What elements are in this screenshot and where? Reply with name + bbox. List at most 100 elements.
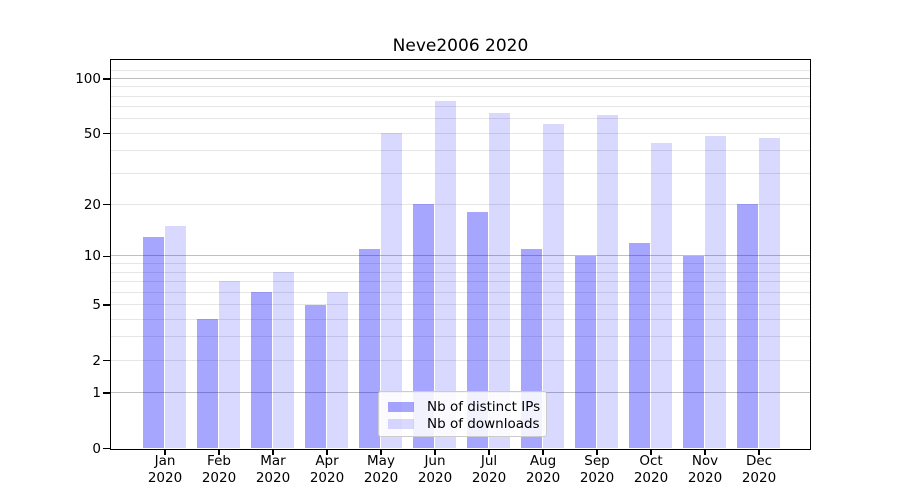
x-tick-label-line: 2020 [471,469,507,486]
x-tick-mark [704,448,706,455]
x-tick-label: Sep 2020 [565,453,629,486]
x-tick-label-line: Oct [639,453,663,469]
x-tick-mark [758,448,760,455]
x-tick-label-line: 2020 [687,469,723,486]
x-tick-mark [272,448,274,455]
legend-row-downloads: Nb of downloads [388,416,540,432]
bar-distinct-ips [682,255,705,448]
y-gridline-minor [111,291,810,293]
x-tick-label: Jan 2020 [133,453,197,486]
x-tick-mark [542,448,544,455]
y-gridline-minor [111,336,810,338]
legend-label-distinct-ips: Nb of distinct IPs [427,398,541,415]
y-tick-mark [103,304,111,306]
x-tick-label-line: May [367,453,395,469]
bar-downloads [434,101,457,448]
x-tick-mark [650,448,652,455]
y-gridline-minor [111,304,810,306]
x-tick-label-line: 2020 [741,469,777,486]
x-tick-mark [434,448,436,455]
x-tick-label: Jun 2020 [403,453,467,486]
bar-downloads [218,281,241,448]
bar-downloads [272,272,295,448]
x-tick-label-line: 2020 [147,469,183,486]
y-tick-label: 1 [92,384,101,401]
bar-downloads [326,292,349,448]
y-gridline-minor [111,271,810,273]
x-tick-label-line: 2020 [417,469,453,486]
y-tick-mark [103,255,111,258]
y-tick-mark [103,447,111,450]
x-tick-label-line: 2020 [201,469,237,486]
x-tick-label-line: 2020 [309,469,345,486]
x-tick-label-line: Sep [584,453,610,469]
bar-distinct-ips [142,236,165,448]
y-gridline-minor [111,263,810,265]
y-gridline-minor [111,318,810,320]
y-tick-mark [103,359,111,362]
x-tick-label-line: Dec [745,453,773,469]
x-tick-mark [326,448,328,455]
y-tick-label: 2 [92,352,101,369]
x-tick-mark [164,448,166,455]
bar-downloads [650,143,673,448]
plot-area [110,59,811,450]
x-tick-label-line: Mar [260,453,286,469]
x-tick-label-line: Jul [480,453,498,469]
x-tick-label-line: 2020 [525,469,561,486]
y-tick-mark [103,392,111,394]
bar-downloads [758,138,781,448]
bar-distinct-ips [358,249,381,448]
x-tick-label-line: Nov [691,453,719,469]
y-gridline-major [111,255,810,257]
y-tick-label: 20 [83,196,101,213]
y-gridline-minor [111,359,810,361]
legend: Nb of distinct IPs Nb of downloads [378,391,547,437]
x-tick-label: Jul 2020 [457,453,521,486]
legend-row-distinct-ips: Nb of distinct IPs [388,398,541,415]
bar-distinct-ips [304,304,327,448]
y-tick-mark [103,132,111,135]
y-tick-label: 0 [92,440,101,457]
bar-downloads [380,133,403,448]
y-tick-mark [103,204,111,206]
chart-title: Neve2006 2020 [392,36,529,56]
x-tick-label: Apr 2020 [295,453,359,486]
bar-distinct-ips [250,292,273,448]
y-gridline-minor [111,106,810,108]
bar-distinct-ips [736,204,759,448]
bar-distinct-ips [196,319,219,448]
bar-distinct-ips [412,204,435,448]
y-gridline-minor [111,150,810,152]
y-gridline-minor [111,132,810,134]
bar-downloads [704,136,727,448]
y-tick-label: 5 [92,297,101,314]
y-gridline-minor [111,86,810,88]
x-tick-label-line: 2020 [633,469,669,486]
y-tick-label: 50 [83,125,101,142]
x-tick-label-line: Feb [207,453,231,469]
bar-downloads [596,114,619,448]
x-tick-label: Dec 2020 [727,453,791,486]
bar-downloads [542,124,565,448]
x-tick-label-line: Jan [154,453,176,469]
y-gridline-minor [111,280,810,282]
bar-distinct-ips [466,212,489,448]
y-tick-label: 100 [75,70,101,87]
x-tick-label: Feb 2020 [187,453,251,486]
x-tick-mark [380,448,382,455]
x-tick-mark [218,448,220,455]
x-tick-mark [488,448,490,455]
x-tick-label-line: 2020 [363,469,399,486]
legend-swatch-distinct-ips [388,401,414,412]
bar-downloads [488,112,511,448]
x-tick-label: May 2020 [349,453,413,486]
bar-downloads [164,225,187,448]
y-gridline-minor [111,118,810,120]
bar-distinct-ips [574,255,597,448]
y-tick-mark [103,78,111,80]
x-tick-label: Oct 2020 [619,453,683,486]
x-tick-label: Aug 2020 [511,453,575,486]
x-tick-mark [596,448,598,455]
x-tick-label-line: Jun [424,453,446,469]
